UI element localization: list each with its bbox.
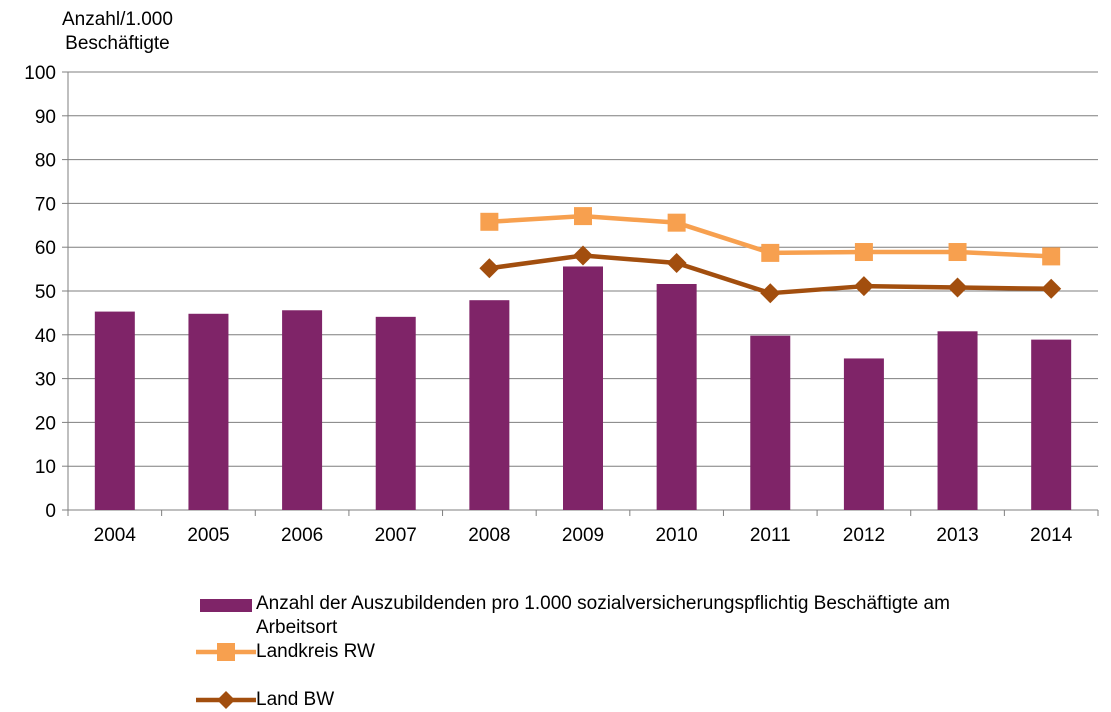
y-tick-label: 40 <box>35 326 56 347</box>
x-tick-label: 2013 <box>936 525 978 546</box>
point-marker-diamond <box>573 245 593 266</box>
y-tick-label: 0 <box>45 501 56 522</box>
legend-marker <box>217 691 235 709</box>
legend-swatch-landkreis <box>196 643 256 661</box>
x-tick-label: 2012 <box>843 525 885 546</box>
y-tick-label: 80 <box>35 151 56 172</box>
point-marker-diamond <box>479 258 500 279</box>
bar-2014 <box>1031 339 1072 510</box>
y-tick-label: 70 <box>35 194 56 215</box>
bar-2005 <box>188 313 229 510</box>
legend-swatch-bar <box>200 599 252 612</box>
point-marker-diamond <box>760 283 781 304</box>
point-marker-square <box>667 213 686 232</box>
y-axis-label-line-1: Anzahl/1.000 <box>62 9 173 30</box>
point-marker-diamond <box>1041 278 1062 299</box>
y-tick-label: 20 <box>35 413 56 434</box>
point-marker-square <box>761 243 780 262</box>
x-tick-label: 2005 <box>187 525 229 546</box>
point-marker-diamond <box>947 277 968 298</box>
y-tick-label: 50 <box>35 282 56 303</box>
bar-2013 <box>937 331 978 510</box>
y-tick-label: 10 <box>35 457 56 478</box>
bar-2004 <box>94 311 135 510</box>
y-axis-label-line-2: Beschäftigte <box>65 33 170 54</box>
point-marker-diamond <box>666 252 687 273</box>
y-tick-label: 100 <box>24 63 56 84</box>
x-tick-label: 2008 <box>468 525 510 546</box>
y-axis-label: Anzahl/1.000 Beschäftigte <box>62 8 173 56</box>
x-tick-label: 2011 <box>750 525 791 546</box>
bar-2009 <box>563 266 603 510</box>
legend-label-landkreis: Landkreis RW <box>256 641 375 662</box>
x-tick-label: 2006 <box>281 525 323 546</box>
bar-2011 <box>750 335 791 510</box>
point-marker-square <box>1042 247 1061 266</box>
point-marker-diamond <box>853 276 874 297</box>
bar-2006 <box>282 310 323 510</box>
bar-2010 <box>656 283 697 510</box>
legend-swatch-land <box>196 691 256 709</box>
y-tick-label: 90 <box>35 107 56 128</box>
point-marker-square <box>854 243 873 262</box>
x-tick-label: 2009 <box>562 525 604 546</box>
legend-label-land: Land BW <box>256 689 335 710</box>
y-tick-label: 30 <box>35 370 56 391</box>
legend-item-land: Land BW <box>196 688 596 712</box>
bar-2008 <box>469 300 510 510</box>
legend-marker <box>217 643 235 661</box>
x-tick-label: 2004 <box>94 525 137 546</box>
point-marker-square <box>574 207 592 226</box>
x-tick-label: 2014 <box>1030 525 1073 546</box>
point-marker-square <box>948 243 967 262</box>
bar-2007 <box>375 316 416 510</box>
x-tick-label: 2007 <box>375 525 417 546</box>
legend-label-bar: Anzahl der Auszubildenden pro 1.000 sozi… <box>256 593 950 638</box>
legend-item-landkreis: Landkreis RW <box>196 640 596 664</box>
x-tick-label: 2010 <box>655 525 697 546</box>
point-marker-square <box>480 212 499 231</box>
bar-2012 <box>843 358 884 510</box>
y-tick-label: 60 <box>35 238 56 259</box>
